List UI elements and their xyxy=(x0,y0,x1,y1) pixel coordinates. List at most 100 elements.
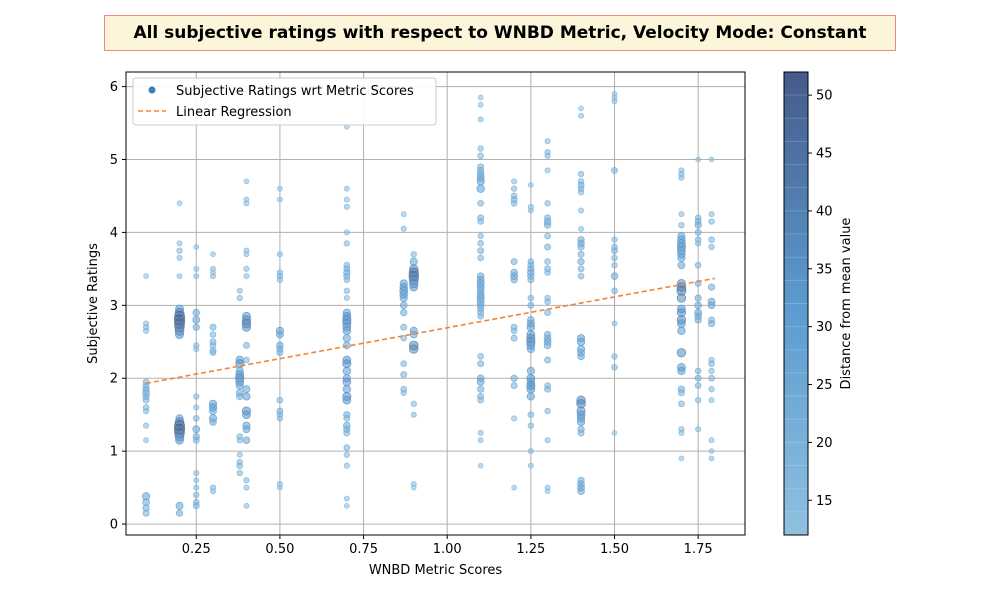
data-point xyxy=(243,251,250,258)
data-point xyxy=(576,417,586,427)
data-point xyxy=(276,276,284,283)
data-point xyxy=(343,229,350,236)
x-tick-label: 1.50 xyxy=(600,542,629,557)
data-point xyxy=(176,273,183,280)
data-point xyxy=(343,196,350,203)
data-point xyxy=(343,502,350,509)
data-point xyxy=(193,346,200,353)
data-point xyxy=(526,392,535,401)
data-point xyxy=(695,240,702,247)
data-point xyxy=(400,211,407,218)
data-point xyxy=(343,276,351,284)
data-point xyxy=(526,345,535,354)
data-point xyxy=(243,200,250,207)
data-point xyxy=(142,396,150,404)
data-point xyxy=(477,101,484,108)
data-point xyxy=(677,389,685,397)
data-point xyxy=(192,415,200,422)
data-point xyxy=(209,331,217,338)
data-point xyxy=(610,272,619,280)
data-point xyxy=(611,254,618,262)
data-point xyxy=(343,240,350,247)
colorbar-tick-label: 15 xyxy=(816,494,833,509)
data-point xyxy=(476,377,485,386)
data-point xyxy=(175,435,184,445)
data-point xyxy=(543,221,552,229)
colorbar: 15 20 25 30 35 40 45 50 Distance from mean valu… xyxy=(783,71,854,536)
data-point xyxy=(694,221,702,229)
data-point xyxy=(209,323,217,331)
legend-box xyxy=(132,77,437,126)
data-point xyxy=(209,407,217,415)
data-point xyxy=(611,262,618,269)
data-point xyxy=(477,396,484,404)
data-point xyxy=(695,426,702,433)
y-tick-label: 1 xyxy=(110,445,118,460)
data-point xyxy=(708,360,715,367)
data-point xyxy=(476,184,485,193)
x-axis: 0.25 0.50 0.75 1.00 1.25 1.50 1.75 xyxy=(182,535,713,557)
data-point xyxy=(694,301,702,310)
data-point xyxy=(176,240,183,247)
data-point xyxy=(193,477,200,484)
data-point xyxy=(209,349,217,357)
x-tick-label: 0.50 xyxy=(265,542,294,557)
data-point xyxy=(611,247,618,255)
data-point xyxy=(342,326,352,336)
data-point xyxy=(544,437,551,444)
data-point xyxy=(694,382,702,389)
data-point xyxy=(242,425,251,434)
data-point xyxy=(477,199,484,207)
data-point xyxy=(175,509,184,517)
data-point xyxy=(708,455,715,462)
data-point xyxy=(577,352,585,361)
data-point xyxy=(343,287,350,294)
data-point xyxy=(611,166,618,174)
data-point xyxy=(694,294,702,302)
colorbar-tick-label: 25 xyxy=(816,378,833,393)
data-point xyxy=(243,341,250,349)
data-point xyxy=(611,363,618,371)
data-point xyxy=(707,283,716,291)
data-point xyxy=(544,243,552,251)
x-tick-label: 1.75 xyxy=(684,542,713,557)
data-point xyxy=(477,312,484,320)
data-point xyxy=(192,308,201,317)
data-point xyxy=(342,366,352,376)
data-point xyxy=(544,167,551,174)
data-point xyxy=(676,293,687,303)
data-point xyxy=(510,258,518,266)
data-point xyxy=(510,327,518,335)
regression-line xyxy=(145,277,716,385)
y-tick-label: 0 xyxy=(110,518,118,533)
data-point xyxy=(342,377,352,387)
data-point xyxy=(242,392,251,401)
data-point xyxy=(510,374,518,382)
data-point xyxy=(143,327,150,334)
data-point xyxy=(511,484,517,491)
data-point xyxy=(694,367,702,375)
data-point xyxy=(510,199,518,207)
data-point xyxy=(544,269,551,276)
data-point xyxy=(193,244,200,250)
data-point xyxy=(342,341,351,350)
data-point xyxy=(578,112,584,119)
data-point xyxy=(409,257,418,266)
data-point xyxy=(276,349,284,357)
data-point xyxy=(236,462,244,470)
data-point xyxy=(708,156,715,163)
data-point xyxy=(677,326,686,336)
data-point xyxy=(708,236,715,244)
data-point xyxy=(193,273,200,280)
data-point xyxy=(544,385,552,393)
data-point xyxy=(477,152,484,160)
data-point xyxy=(400,225,407,232)
data-point xyxy=(477,353,484,360)
data-point xyxy=(243,273,250,280)
y-tick-label: 5 xyxy=(110,153,118,168)
x-tick-label: 0.75 xyxy=(349,542,378,557)
data-point xyxy=(176,200,183,207)
data-point xyxy=(526,384,536,394)
data-point xyxy=(477,385,485,393)
data-point xyxy=(577,170,585,178)
